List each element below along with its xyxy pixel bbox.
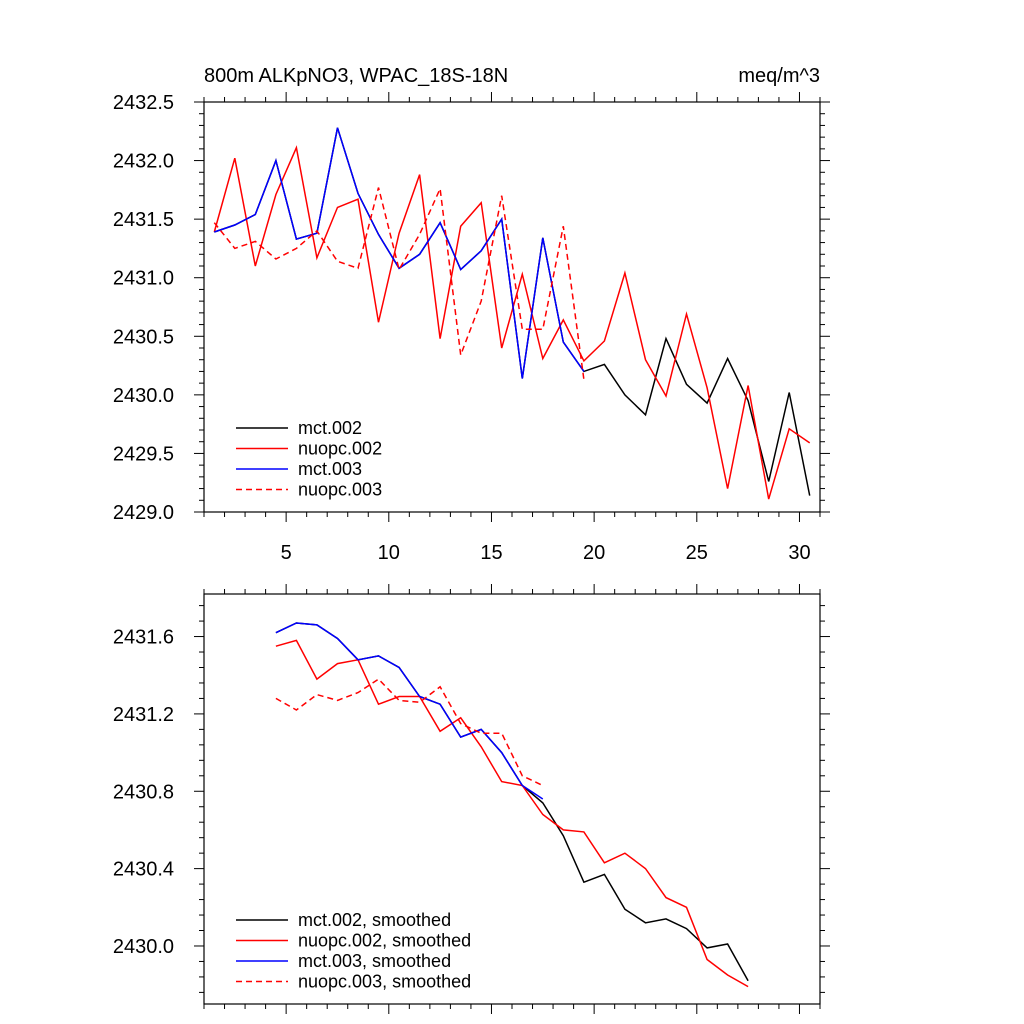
y-tick-label: 2431.5 [113, 209, 174, 231]
legend-label: mct.003, smoothed [298, 951, 451, 971]
y-tick-label: 2432.5 [113, 92, 174, 114]
series-line-mct-003-smoothed [275, 622, 544, 800]
x-tick-label: 30 [788, 542, 810, 564]
x-tick-label: 5 [281, 542, 292, 564]
y-tick-label: 2430.8 [113, 781, 174, 803]
legend-label: nuopc.003 [298, 480, 382, 500]
x-tick-label: 15 [480, 542, 502, 564]
legend-label: mct.003 [298, 459, 362, 479]
units-label: meq/m^3 [738, 65, 820, 87]
plot-frame [203, 101, 821, 513]
y-tick-label: 2430.5 [113, 326, 174, 348]
y-tick-label: 2430.4 [113, 859, 174, 881]
y-tick-label: 2430.0 [113, 936, 174, 958]
y-tick-label: 2431.6 [113, 627, 174, 649]
legend-label: mct.002 [298, 418, 362, 438]
y-tick-label: 2430.0 [113, 385, 174, 407]
series-line-nuopc-003-smoothed [275, 678, 544, 787]
y-tick-label: 2431.0 [113, 268, 174, 290]
x-tick-label: 10 [378, 542, 400, 564]
legend-label: mct.002, smoothed [298, 910, 451, 930]
chart-panel-1: 5 10 15 20 25 30 2429.0 2429.5 2430.0 2430.5 2431.… [113, 65, 830, 564]
series-line-nuopc-002-smoothed [275, 639, 749, 988]
y-tick-label: 2429.0 [113, 502, 174, 524]
series-line-nuopc-002 [213, 145, 811, 500]
y-tick-label: 2429.5 [113, 443, 174, 465]
legend-label: nuopc.002 [298, 439, 382, 459]
series-line-nuopc-003 [213, 185, 585, 380]
series-line-mct-003 [214, 127, 585, 379]
y-tick-label: 2431.2 [113, 704, 174, 726]
y-tick-label: 2432.0 [113, 151, 174, 173]
legend-label: nuopc.003, smoothed [298, 972, 471, 992]
chart-panel-2: 2430.0 2430.4 2430.8 2431.2 2431.6 mct.002, s… [113, 584, 830, 1014]
legend-label: nuopc.002, smoothed [298, 931, 471, 951]
x-tick-label: 25 [686, 542, 708, 564]
plot-frame [203, 593, 821, 1005]
chart-title: 800m ALKpNO3, WPAC_18S-18N [204, 65, 508, 87]
x-tick-label: 20 [583, 542, 605, 564]
